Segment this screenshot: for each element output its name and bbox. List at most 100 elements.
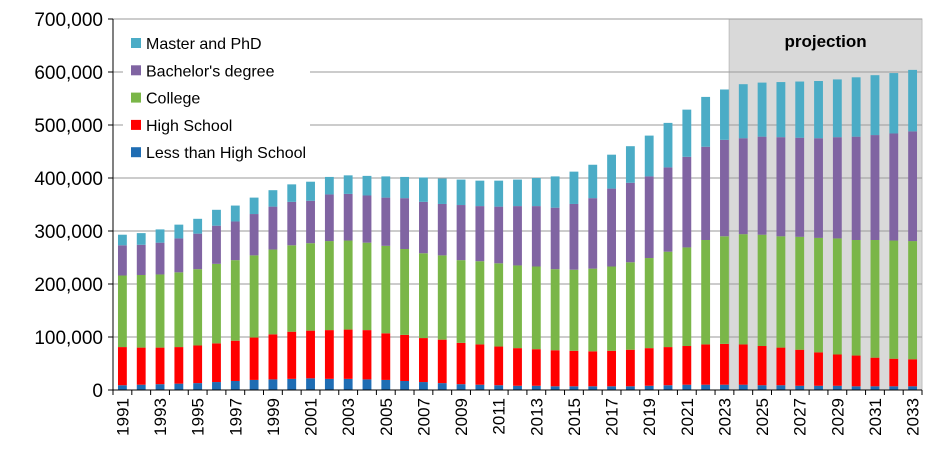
bar-master-and-phd-2012 xyxy=(513,179,522,207)
bar-less-than-high-school-2025 xyxy=(757,385,767,390)
legend: Master and PhD Bachelor's degree College Hi… xyxy=(123,28,310,168)
bar-bachelor-s-degree-2009 xyxy=(456,205,466,261)
bar-bachelor-s-degree-2001 xyxy=(306,200,315,244)
bar-college-2003 xyxy=(343,240,353,330)
bar-high-school-2016 xyxy=(588,351,598,387)
bar-high-school-2015 xyxy=(569,350,579,387)
bar-master-and-phd-2033 xyxy=(908,69,918,132)
bar-college-2014 xyxy=(550,269,560,351)
bar-bachelor-s-degree-2012 xyxy=(513,206,522,266)
bar-less-than-high-school-2019 xyxy=(644,385,654,390)
bar-college-2000 xyxy=(287,245,297,332)
bar-college-1998 xyxy=(249,255,259,338)
bar-college-2023 xyxy=(720,236,729,344)
bar-bachelor-s-degree-2014 xyxy=(550,207,560,270)
bar-master-and-phd-2025 xyxy=(757,82,767,137)
bar-high-school-2001 xyxy=(306,330,315,379)
bar-bachelor-s-degree-2032 xyxy=(889,133,899,241)
bar-college-2012 xyxy=(513,265,522,349)
bar-bachelor-s-degree-2019 xyxy=(644,176,654,259)
bar-bachelor-s-degree-2008 xyxy=(437,203,447,256)
bar-college-2004 xyxy=(362,242,372,331)
bar-bachelor-s-degree-1994 xyxy=(174,238,184,273)
legend-swatch-high-school xyxy=(131,119,141,130)
bar-college-2006 xyxy=(400,249,410,335)
bar-master-and-phd-1996 xyxy=(212,209,221,226)
x-tick-label: 2001 xyxy=(302,398,321,436)
bar-college-2020 xyxy=(663,251,673,348)
x-tick-label: 2017 xyxy=(603,398,622,436)
bar-college-1995 xyxy=(193,269,203,346)
bar-bachelor-s-degree-2018 xyxy=(625,182,635,263)
bar-bachelor-s-degree-1992 xyxy=(136,244,146,275)
bar-bachelor-s-degree-2006 xyxy=(400,198,410,250)
bar-master-and-phd-1998 xyxy=(249,197,259,215)
bar-master-and-phd-2024 xyxy=(738,84,748,139)
bar-high-school-1997 xyxy=(230,340,240,381)
bar-high-school-2006 xyxy=(400,334,410,381)
bar-high-school-2013 xyxy=(531,349,541,386)
bar-high-school-1995 xyxy=(193,345,203,384)
bar-less-than-high-school-2014 xyxy=(550,386,560,390)
bar-college-2027 xyxy=(795,236,805,350)
bar-less-than-high-school-2016 xyxy=(588,386,598,390)
bar-less-than-high-school-1994 xyxy=(174,383,184,390)
bar-bachelor-s-degree-2024 xyxy=(738,138,748,235)
bar-college-1996 xyxy=(212,263,221,344)
bar-bachelor-s-degree-2013 xyxy=(531,206,541,267)
bar-high-school-2010 xyxy=(475,344,485,385)
bar-less-than-high-school-2012 xyxy=(513,385,522,390)
x-tick-label: 2025 xyxy=(753,398,772,436)
y-tick-label: 400,000 xyxy=(34,169,103,190)
bar-master-and-phd-2009 xyxy=(456,179,466,206)
bar-master-and-phd-1992 xyxy=(136,233,146,245)
legend-label: Bachelor's degree xyxy=(146,63,275,80)
bar-high-school-2024 xyxy=(738,344,748,385)
bar-less-than-high-school-2002 xyxy=(324,378,334,390)
bar-high-school-2009 xyxy=(456,342,466,385)
bar-high-school-2004 xyxy=(362,330,372,380)
bar-bachelor-s-degree-2003 xyxy=(343,193,353,241)
bar-master-and-phd-2020 xyxy=(663,122,673,168)
legend-swatch-master-and-phd xyxy=(131,38,141,48)
bar-high-school-2030 xyxy=(851,355,861,387)
bar-bachelor-s-degree-2026 xyxy=(776,137,786,237)
bar-college-2009 xyxy=(456,260,466,343)
x-tick-label: 2021 xyxy=(678,398,697,436)
bar-high-school-2021 xyxy=(682,346,692,385)
bar-high-school-2029 xyxy=(832,354,842,386)
bar-master-and-phd-2014 xyxy=(550,176,560,208)
bar-bachelor-s-degree-2010 xyxy=(475,206,485,262)
bar-bachelor-s-degree-2022 xyxy=(701,146,711,241)
bar-less-than-high-school-1991 xyxy=(117,385,127,390)
bar-bachelor-s-degree-1997 xyxy=(230,221,240,261)
x-tick-label: 2015 xyxy=(565,398,584,436)
bar-less-than-high-school-1995 xyxy=(193,383,203,390)
bar-high-school-2011 xyxy=(494,346,504,386)
bar-bachelor-s-degree-2005 xyxy=(381,197,391,246)
bar-high-school-1993 xyxy=(155,347,165,385)
bar-less-than-high-school-1996 xyxy=(212,382,221,390)
bar-bachelor-s-degree-2029 xyxy=(832,137,842,239)
bar-bachelor-s-degree-2004 xyxy=(362,195,372,243)
bar-college-2028 xyxy=(814,237,823,353)
bar-master-and-phd-2018 xyxy=(625,146,635,183)
y-tick-label: 200,000 xyxy=(34,275,103,296)
bar-bachelor-s-degree-2033 xyxy=(908,131,918,242)
bar-high-school-2018 xyxy=(625,349,635,387)
bar-college-2007 xyxy=(419,253,428,339)
bar-less-than-high-school-2003 xyxy=(343,378,353,390)
bar-master-and-phd-2019 xyxy=(644,135,654,177)
bar-less-than-high-school-2015 xyxy=(569,386,579,390)
bar-master-and-phd-1994 xyxy=(174,224,184,239)
bar-less-than-high-school-1997 xyxy=(230,380,240,390)
bar-high-school-2027 xyxy=(795,349,805,386)
x-tick-label: 1993 xyxy=(151,398,170,436)
bar-bachelor-s-degree-2015 xyxy=(569,203,579,270)
bar-less-than-high-school-2032 xyxy=(889,386,899,390)
x-tick-label: 2019 xyxy=(640,398,659,436)
x-tick-label: 1999 xyxy=(264,398,283,436)
bar-college-1991 xyxy=(117,275,127,348)
bar-less-than-high-school-2023 xyxy=(720,384,729,390)
